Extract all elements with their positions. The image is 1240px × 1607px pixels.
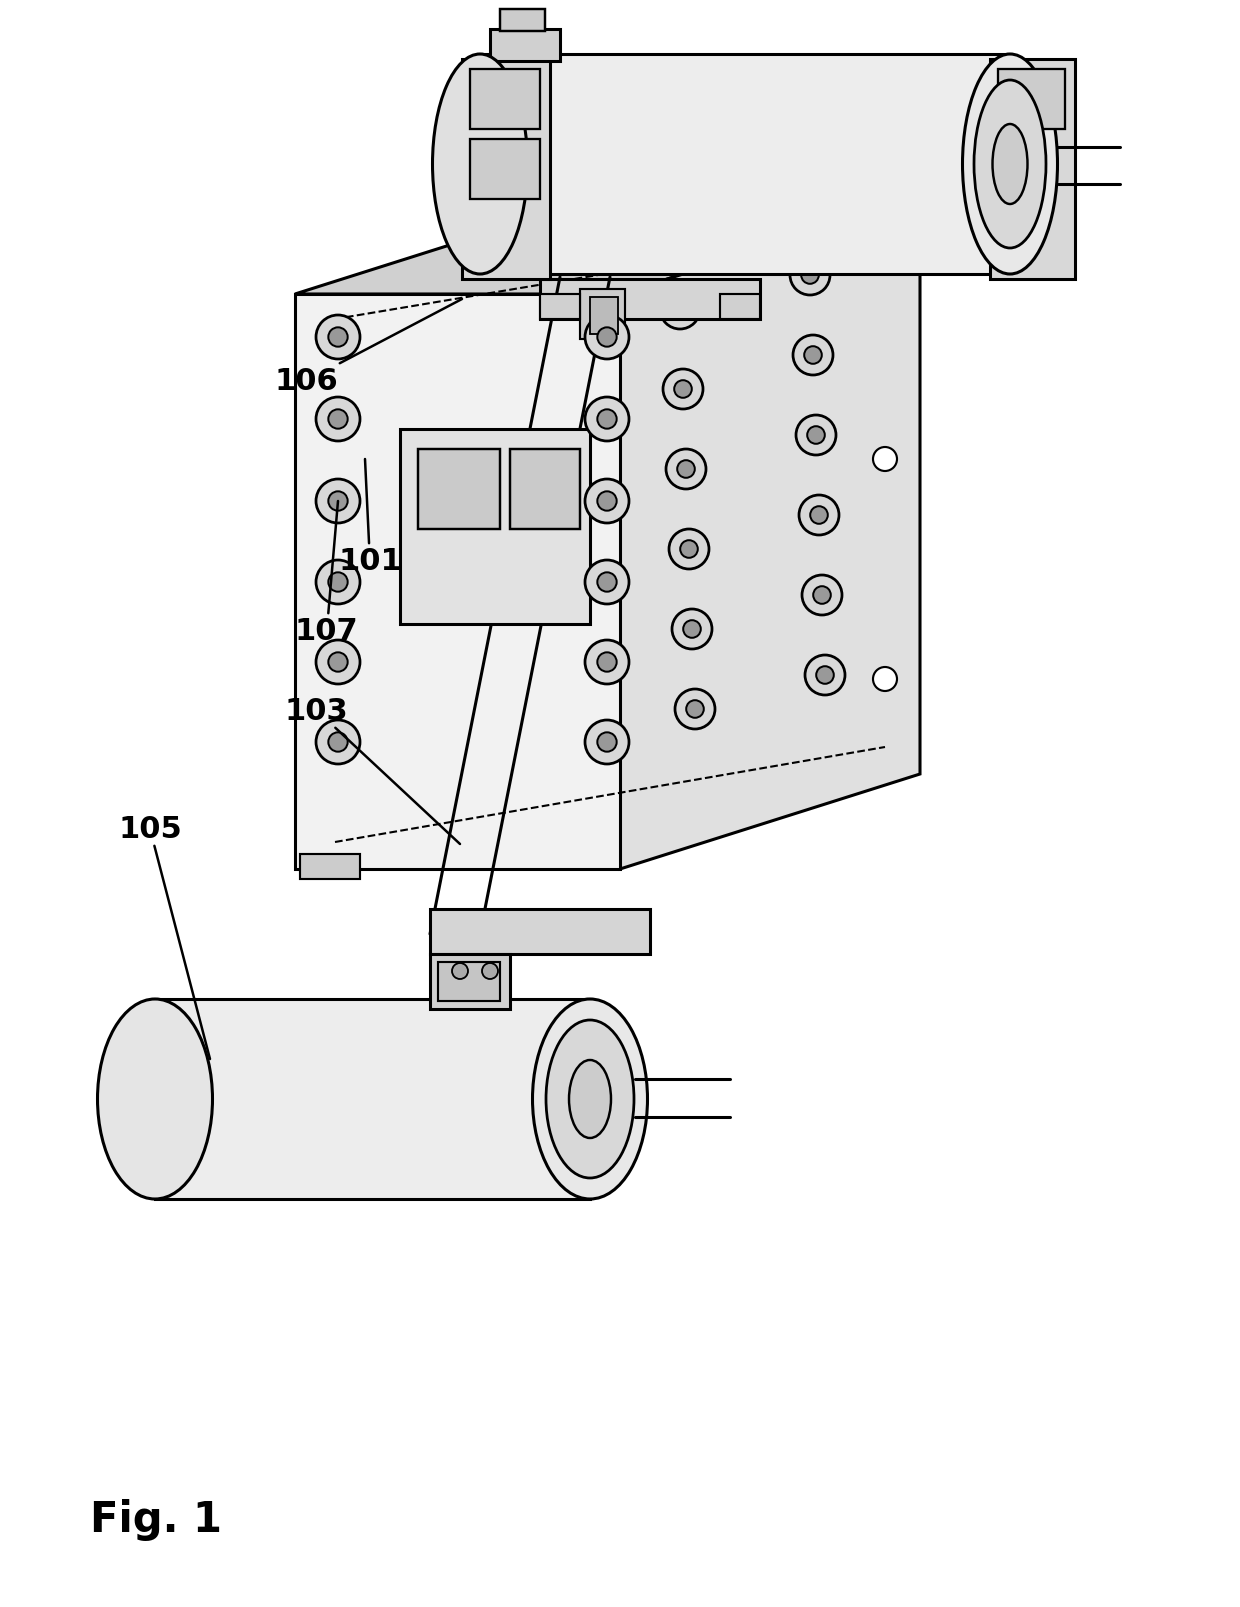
Circle shape — [585, 720, 629, 765]
Circle shape — [598, 492, 616, 511]
Circle shape — [316, 561, 360, 604]
Circle shape — [329, 574, 347, 593]
Text: Fig. 1: Fig. 1 — [91, 1498, 222, 1540]
Text: 107: 107 — [295, 501, 358, 646]
Circle shape — [677, 461, 694, 479]
Polygon shape — [510, 450, 580, 530]
Circle shape — [316, 720, 360, 765]
Circle shape — [672, 609, 712, 649]
Circle shape — [666, 450, 706, 490]
Circle shape — [598, 574, 616, 593]
Circle shape — [316, 480, 360, 524]
Polygon shape — [401, 429, 590, 625]
Circle shape — [316, 399, 360, 442]
Circle shape — [316, 641, 360, 685]
Circle shape — [663, 370, 703, 410]
Polygon shape — [463, 59, 551, 280]
Ellipse shape — [98, 1000, 212, 1199]
Circle shape — [799, 495, 839, 535]
Circle shape — [585, 561, 629, 604]
Circle shape — [598, 733, 616, 752]
Polygon shape — [998, 71, 1065, 130]
Circle shape — [585, 480, 629, 524]
Polygon shape — [438, 963, 500, 1001]
Ellipse shape — [569, 1061, 611, 1138]
Circle shape — [805, 656, 844, 696]
Circle shape — [801, 267, 818, 284]
Circle shape — [873, 219, 897, 241]
Polygon shape — [990, 59, 1075, 280]
Circle shape — [675, 381, 692, 399]
Circle shape — [453, 964, 467, 979]
Circle shape — [816, 667, 833, 685]
Circle shape — [670, 530, 709, 569]
Circle shape — [807, 427, 825, 445]
Polygon shape — [418, 450, 500, 530]
Polygon shape — [539, 280, 760, 320]
Circle shape — [686, 701, 704, 718]
Polygon shape — [490, 31, 560, 63]
Ellipse shape — [962, 55, 1058, 275]
Text: 105: 105 — [118, 815, 210, 1059]
Ellipse shape — [532, 1000, 647, 1199]
Polygon shape — [480, 55, 1011, 275]
Polygon shape — [500, 10, 546, 32]
Circle shape — [598, 652, 616, 672]
Circle shape — [316, 317, 360, 360]
Circle shape — [585, 399, 629, 442]
Circle shape — [681, 542, 698, 559]
Polygon shape — [430, 910, 650, 955]
Circle shape — [873, 448, 897, 472]
Circle shape — [329, 410, 347, 429]
Polygon shape — [620, 199, 920, 869]
Polygon shape — [470, 140, 539, 199]
Circle shape — [329, 492, 347, 511]
Circle shape — [329, 652, 347, 672]
Text: 103: 103 — [285, 696, 460, 844]
Polygon shape — [300, 855, 360, 879]
Ellipse shape — [992, 125, 1028, 204]
Polygon shape — [590, 297, 618, 334]
Circle shape — [671, 301, 688, 318]
Circle shape — [329, 733, 347, 752]
Text: 106: 106 — [275, 301, 463, 395]
Circle shape — [482, 964, 498, 979]
Polygon shape — [295, 294, 620, 869]
Polygon shape — [470, 71, 539, 130]
Circle shape — [794, 336, 833, 376]
Circle shape — [598, 410, 616, 429]
Circle shape — [810, 506, 828, 524]
Ellipse shape — [433, 55, 527, 275]
Circle shape — [585, 641, 629, 685]
Circle shape — [675, 689, 715, 730]
Polygon shape — [295, 199, 920, 294]
Polygon shape — [539, 294, 580, 320]
Circle shape — [802, 575, 842, 615]
Circle shape — [805, 347, 822, 365]
Circle shape — [660, 289, 701, 329]
Circle shape — [598, 328, 616, 347]
Text: 101: 101 — [339, 460, 402, 575]
Circle shape — [813, 587, 831, 604]
Circle shape — [790, 256, 830, 296]
Ellipse shape — [973, 80, 1047, 249]
Polygon shape — [580, 289, 625, 339]
Circle shape — [683, 620, 701, 638]
Polygon shape — [720, 294, 760, 320]
Ellipse shape — [546, 1020, 634, 1178]
Circle shape — [329, 328, 347, 347]
Circle shape — [873, 667, 897, 691]
Circle shape — [796, 416, 836, 456]
Polygon shape — [155, 1000, 590, 1199]
Polygon shape — [430, 955, 510, 1009]
Circle shape — [585, 317, 629, 360]
